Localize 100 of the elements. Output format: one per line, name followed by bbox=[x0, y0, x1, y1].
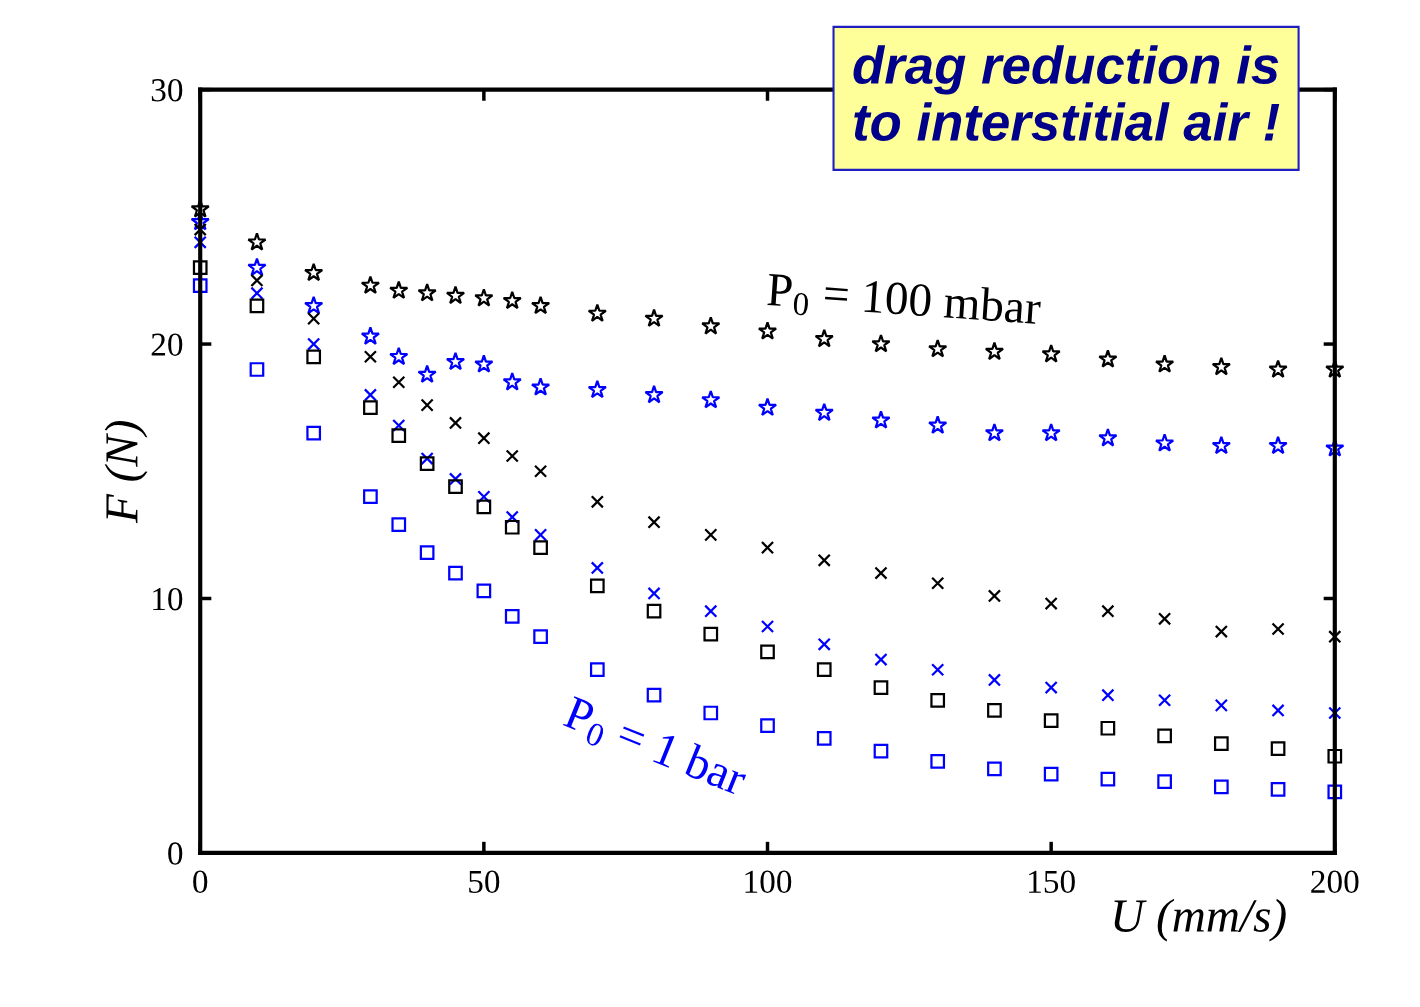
point bbox=[1157, 774, 1172, 790]
point bbox=[590, 561, 604, 575]
point bbox=[504, 608, 520, 624]
point bbox=[646, 603, 662, 619]
point bbox=[417, 364, 437, 383]
point bbox=[363, 489, 378, 505]
point bbox=[987, 761, 1002, 777]
point bbox=[701, 316, 721, 335]
point bbox=[1214, 698, 1229, 713]
x-tick-label: 0 bbox=[193, 870, 208, 894]
point bbox=[250, 273, 264, 288]
point bbox=[193, 235, 207, 249]
point bbox=[477, 431, 491, 445]
point bbox=[389, 346, 409, 366]
point bbox=[644, 308, 664, 328]
point bbox=[814, 328, 834, 348]
point bbox=[307, 337, 321, 351]
point bbox=[1041, 422, 1061, 442]
point bbox=[303, 262, 324, 282]
point bbox=[928, 415, 948, 434]
point bbox=[303, 295, 324, 315]
point bbox=[1157, 693, 1172, 707]
point bbox=[757, 321, 778, 340]
x-tick-label: 50 bbox=[469, 870, 500, 894]
y-axis-title: F (N) bbox=[104, 420, 148, 524]
point bbox=[760, 644, 775, 660]
point bbox=[533, 629, 548, 645]
point bbox=[448, 416, 463, 430]
point bbox=[871, 410, 891, 429]
point bbox=[930, 692, 946, 708]
point bbox=[1271, 703, 1285, 718]
point bbox=[247, 257, 267, 277]
point bbox=[363, 388, 378, 402]
point bbox=[474, 354, 494, 373]
point bbox=[1044, 596, 1058, 611]
point bbox=[1100, 720, 1116, 736]
point bbox=[448, 565, 463, 581]
point bbox=[1154, 354, 1175, 373]
point bbox=[817, 553, 831, 567]
point bbox=[306, 349, 322, 365]
point bbox=[757, 397, 778, 417]
point bbox=[703, 705, 719, 721]
point bbox=[1268, 359, 1288, 378]
point bbox=[874, 566, 888, 580]
point bbox=[1211, 356, 1232, 376]
point bbox=[1214, 624, 1229, 639]
point bbox=[644, 384, 664, 404]
point bbox=[931, 663, 945, 677]
point bbox=[363, 400, 378, 416]
point bbox=[249, 298, 265, 314]
point bbox=[816, 731, 832, 746]
point bbox=[533, 464, 548, 478]
point bbox=[445, 285, 466, 305]
point bbox=[474, 288, 494, 307]
point bbox=[417, 283, 437, 302]
point bbox=[247, 232, 267, 251]
point bbox=[360, 326, 381, 345]
point bbox=[873, 680, 889, 695]
point bbox=[817, 637, 831, 651]
point bbox=[477, 490, 491, 504]
point bbox=[1157, 612, 1172, 626]
point bbox=[1154, 433, 1175, 452]
point bbox=[392, 375, 406, 389]
point bbox=[987, 589, 1002, 603]
point bbox=[1101, 604, 1115, 618]
point bbox=[704, 528, 718, 542]
point bbox=[1100, 771, 1116, 787]
point bbox=[873, 743, 889, 759]
y-tick-label: 30 bbox=[151, 79, 183, 102]
point bbox=[419, 545, 435, 561]
point bbox=[587, 379, 608, 399]
x-tick-label: 200 bbox=[1311, 870, 1359, 894]
point bbox=[760, 718, 775, 734]
point bbox=[391, 428, 407, 444]
point bbox=[928, 339, 948, 358]
point bbox=[419, 456, 435, 471]
point bbox=[1041, 344, 1061, 363]
point bbox=[307, 311, 321, 326]
point bbox=[1270, 781, 1286, 797]
point bbox=[476, 583, 492, 599]
point bbox=[984, 341, 1005, 361]
point bbox=[391, 517, 407, 533]
point bbox=[420, 398, 434, 412]
point bbox=[587, 303, 608, 322]
point bbox=[760, 619, 775, 634]
point bbox=[987, 703, 1002, 718]
point bbox=[647, 586, 661, 601]
point bbox=[360, 275, 381, 294]
point bbox=[505, 510, 519, 524]
point bbox=[363, 350, 378, 364]
point bbox=[1157, 728, 1172, 744]
point bbox=[816, 662, 832, 678]
point bbox=[1271, 622, 1285, 636]
point bbox=[1213, 736, 1229, 751]
annotation: P$_{0}$ = 1 bar bbox=[559, 694, 750, 804]
point bbox=[530, 295, 551, 315]
point bbox=[1098, 349, 1118, 368]
point bbox=[1101, 688, 1115, 702]
point bbox=[533, 540, 548, 555]
point bbox=[871, 333, 891, 353]
